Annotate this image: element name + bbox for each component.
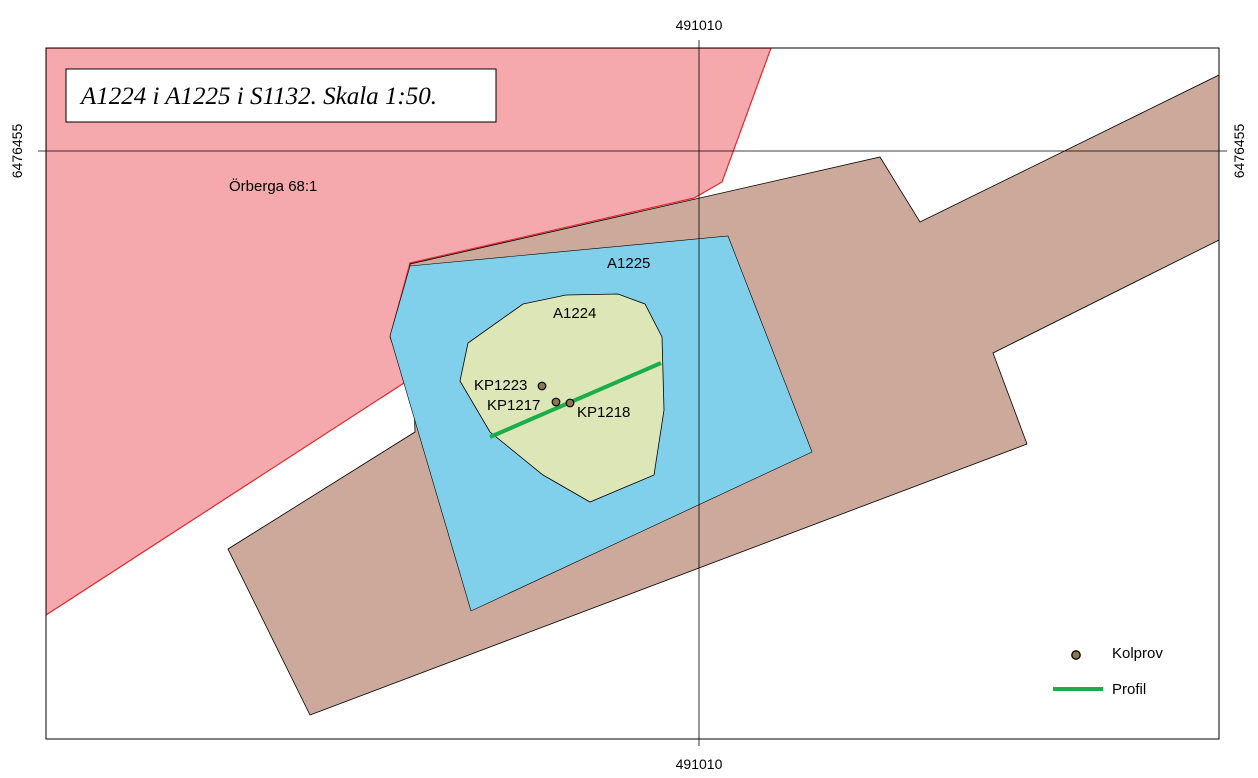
- sample-dot-icon: [551, 397, 561, 407]
- property-label: Örberga 68:1: [229, 177, 317, 195]
- property-polygon: [46, 48, 772, 616]
- map-title: A1224 i A1225 i S1132. Skala 1:50.: [79, 83, 437, 110]
- sample-dot-icon: [1071, 650, 1081, 660]
- profile-line: [489, 361, 662, 439]
- legend-sample-label: Kolprov: [1112, 645, 1163, 662]
- legend: Kolprov Profil: [1053, 645, 1163, 698]
- title-box: [65, 68, 497, 123]
- feature-a1224-label: A1224: [553, 305, 596, 322]
- easting-label-top: 491010: [676, 17, 723, 33]
- legend-profile-label: Profil: [1112, 681, 1146, 698]
- feature-a1225-label: A1225: [607, 255, 650, 272]
- sample-kp1218: KP1218: [565, 398, 630, 421]
- sample-label: KP1217: [487, 397, 540, 414]
- sample-label: KP1218: [577, 404, 630, 421]
- sample-dot-icon: [537, 381, 547, 391]
- sample-kp1217: KP1217: [487, 397, 561, 414]
- map-frame-border: [45, 47, 1220, 740]
- northing-label-left: 6476455: [9, 124, 25, 179]
- sample-kp1223: KP1223: [474, 377, 547, 394]
- sample-dot-icon: [565, 398, 575, 408]
- easting-label-bottom: 491010: [676, 756, 723, 772]
- sample-label: KP1223: [474, 377, 527, 394]
- legend-item-sample: Kolprov: [1071, 645, 1163, 662]
- feature-a1224-polygon: [459, 293, 665, 503]
- legend-item-profile: Profil: [1053, 681, 1146, 698]
- northing-label-right: 6476455: [1231, 124, 1247, 179]
